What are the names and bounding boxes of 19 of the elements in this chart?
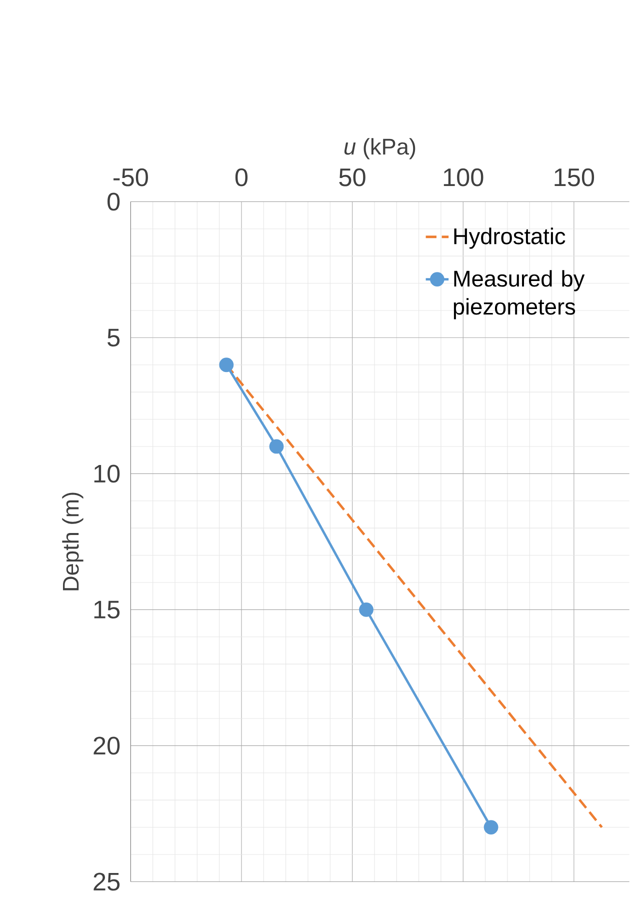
point: [359, 602, 374, 617]
legend-label: Measured by piezometers: [454, 270, 585, 320]
x-tick-label: -50: [113, 168, 148, 186]
x-axis-title: u (kPa): [344, 138, 416, 160]
x-tick-label: 100: [444, 168, 484, 186]
point: [484, 820, 498, 834]
point: [269, 439, 284, 454]
y-tick-label: 15: [94, 600, 120, 619]
y-tick-label: 10: [94, 464, 120, 483]
y-tick-label: 25: [94, 872, 120, 891]
y-tick-label: 5: [108, 328, 120, 347]
x-tick-label: 50: [339, 168, 366, 186]
legend-label: Hydrostatic: [454, 228, 566, 249]
y-axis-title: Depth (m): [62, 492, 84, 590]
x-tick-label: 0: [235, 168, 248, 186]
y-tick-label: 20: [94, 736, 120, 755]
y-tick-label: 0: [108, 192, 120, 211]
x-tick-label: 150: [554, 168, 594, 186]
point: [219, 358, 234, 372]
